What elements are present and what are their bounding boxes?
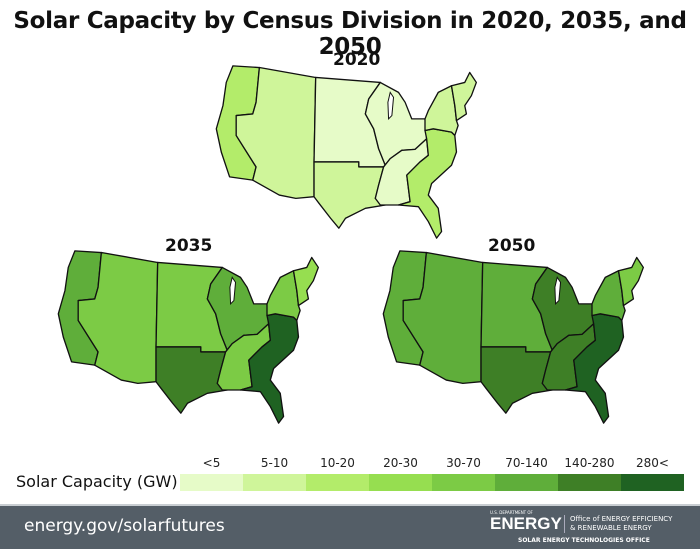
division-middle-atlantic: [591, 270, 626, 322]
division-middle-atlantic: [266, 270, 301, 322]
legend-label: 10-20: [320, 456, 355, 470]
legend-label: 20-30: [383, 456, 418, 470]
office-line-2: & RENEWABLE ENERGY: [570, 524, 652, 532]
legend-swatch: [432, 474, 495, 491]
legend-label: 280<: [636, 456, 669, 470]
us-map: [382, 250, 645, 424]
legend-swatch: [495, 474, 558, 491]
us-map: [215, 65, 478, 239]
doe-wordmark: ENERGY: [490, 514, 562, 533]
legend-color-scale: [180, 474, 684, 491]
division-new-england: [450, 71, 478, 122]
lake-michigan: [229, 276, 237, 306]
legend-label: 140-280: [564, 456, 615, 470]
footer: energy.gov/solarfutures U.S. DEPARTMENT …: [0, 504, 700, 549]
lake-michigan: [554, 276, 562, 306]
legend-swatch: [558, 474, 621, 491]
map-2035: [55, 247, 320, 427]
doe-small-text: U.S. DEPARTMENT OF: [490, 510, 533, 515]
division-west-south-central: [313, 161, 386, 229]
division-west-south-central: [155, 346, 228, 414]
office-line-1: Office of ENERGY EFFICIENCY: [570, 515, 673, 523]
lake-michigan: [387, 91, 395, 121]
legend-swatch: [621, 474, 684, 491]
legend-label: <5: [202, 456, 221, 470]
map-2050: [380, 247, 645, 427]
division-new-england: [617, 256, 645, 307]
division-west-south-central: [480, 346, 553, 414]
map-year-label: 2020: [333, 50, 381, 70]
map-year-label: 2035: [165, 236, 213, 256]
legend-title: Solar Capacity (GW): [16, 472, 178, 491]
footer-url[interactable]: energy.gov/solarfutures: [24, 516, 225, 536]
page-title: Solar Capacity by Census Division in 202…: [13, 8, 687, 60]
seto-name: SOLAR ENERGY TECHNOLOGIES OFFICE: [518, 537, 650, 544]
logo-divider: [564, 515, 565, 533]
map-2020: [213, 62, 478, 242]
legend-swatch: [180, 474, 243, 491]
division-new-england: [292, 256, 320, 307]
legend-labels: <5 5-10 10-20 20-30 30-70 70-140 140-280…: [180, 456, 684, 470]
legend-swatch: [369, 474, 432, 491]
legend-swatch: [243, 474, 306, 491]
legend-label: 70-140: [505, 456, 548, 470]
legend-label: 5-10: [260, 456, 289, 470]
eere-office-name: Office of ENERGY EFFICIENCY & RENEWABLE …: [570, 515, 672, 533]
legend-label: 30-70: [446, 456, 481, 470]
map-year-label: 2050: [488, 236, 536, 256]
us-map: [57, 250, 320, 424]
division-middle-atlantic: [424, 85, 459, 137]
legend-swatch: [306, 474, 369, 491]
